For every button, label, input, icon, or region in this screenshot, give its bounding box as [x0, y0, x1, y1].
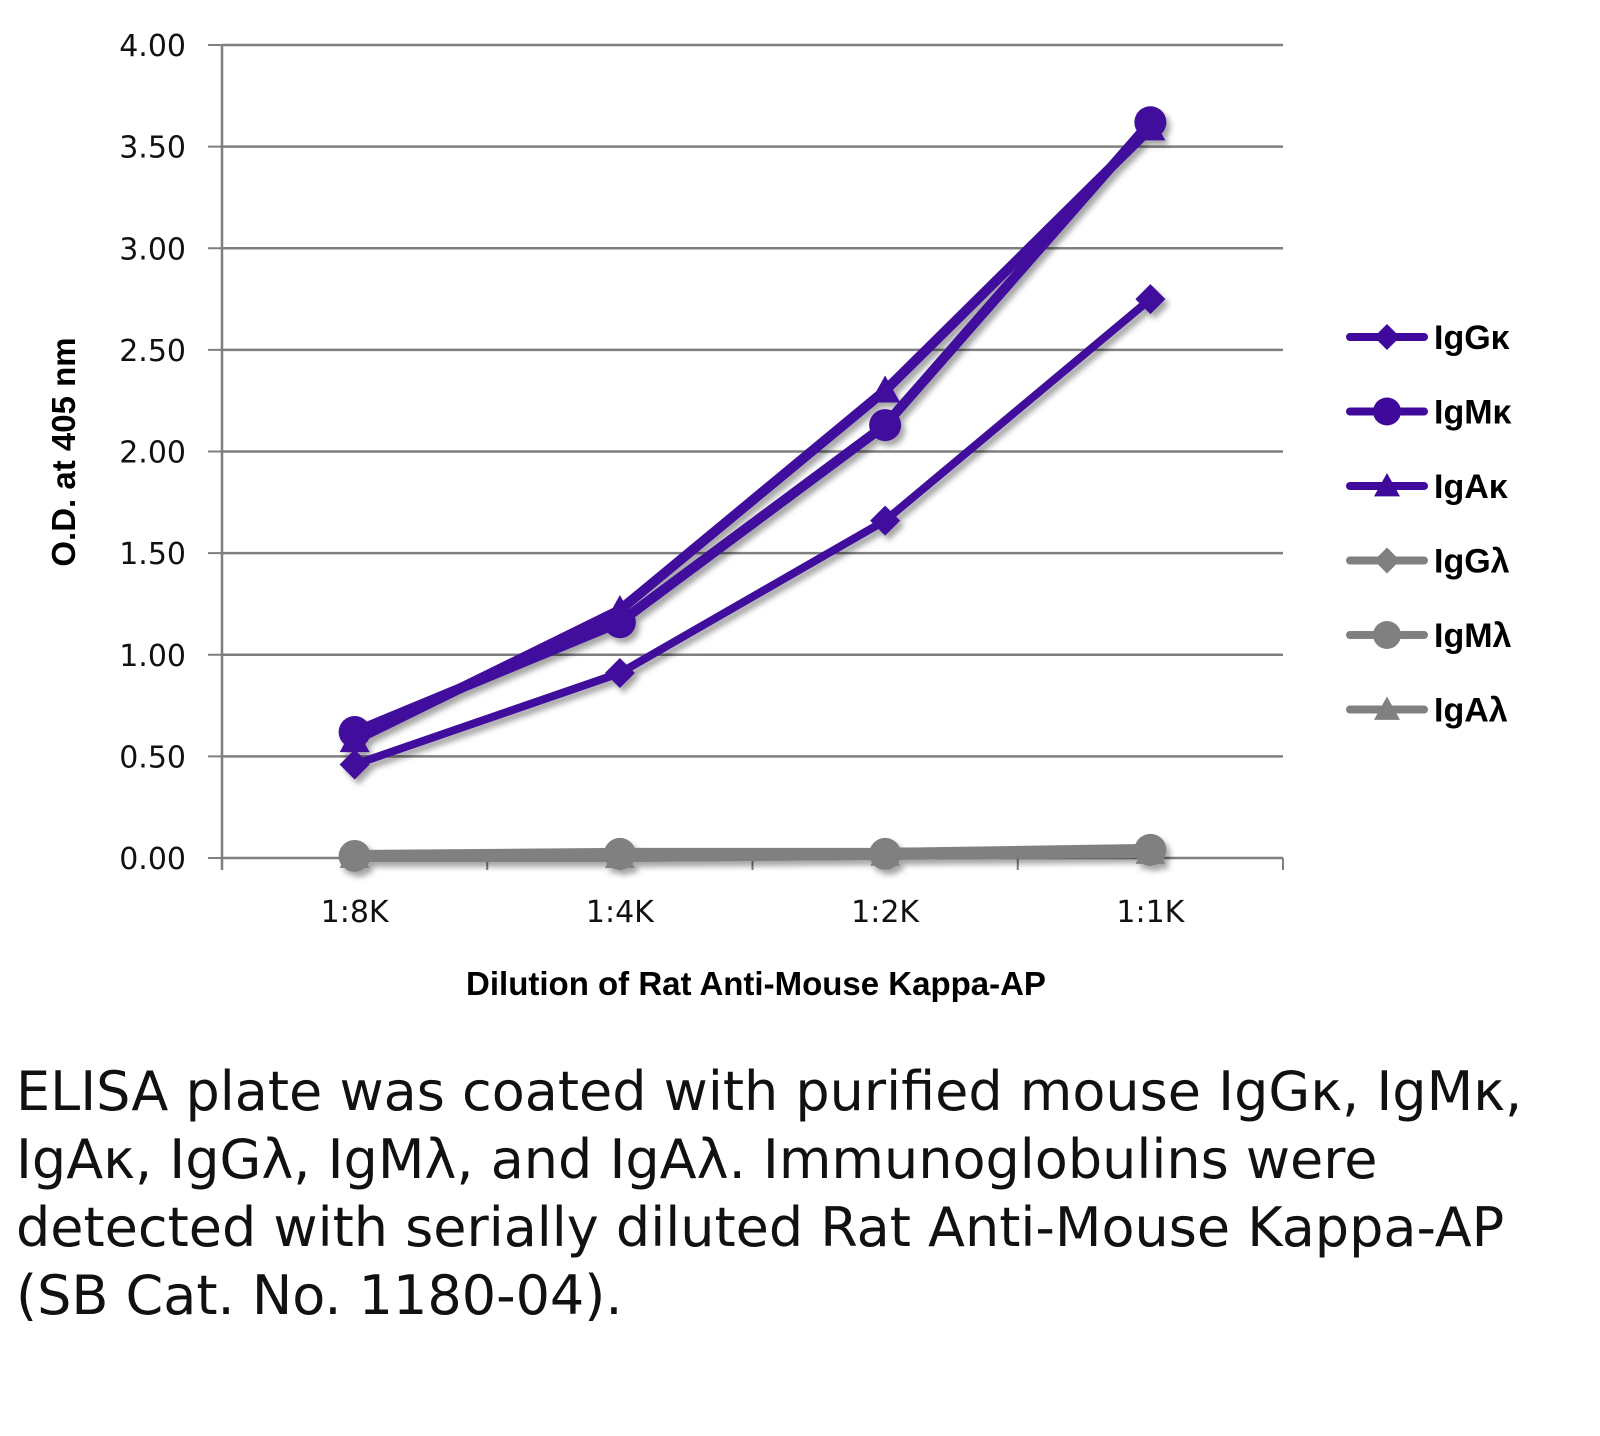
marker-triangle: [1135, 113, 1166, 141]
marker-triangle: [339, 840, 370, 868]
series-group: [338, 106, 1167, 872]
x-tick-label: 1:4K: [586, 895, 655, 930]
legend-item: IgMκ: [1346, 394, 1512, 432]
y-tick-label: 0.00: [119, 842, 186, 877]
y-tick-label: 0.50: [119, 740, 186, 775]
legend-label: IgMλ: [1434, 617, 1512, 655]
x-tick-label: 1:8K: [321, 895, 390, 930]
series-IgGκ: [339, 284, 1166, 780]
marker-circle: [1373, 397, 1401, 426]
marker-triangle: [604, 840, 635, 868]
y-tick-label: 3.50: [119, 131, 186, 166]
x-axis-title: Dilution of Rat Anti-Mouse Kappa-AP: [466, 965, 1046, 1002]
legend-item: IgMλ: [1346, 617, 1512, 655]
legend-item: IgGκ: [1346, 319, 1510, 357]
legend-label: IgAλ: [1434, 692, 1508, 730]
y-tick-labels: 0.00 0.50 1.00 1.50 2.00 2.50 3.00 3.50 4.00: [119, 29, 186, 877]
x-tick-labels: 1:8K 1:4K 1:2K 1:1K: [321, 895, 1186, 930]
legend-item: IgGλ: [1346, 543, 1510, 581]
y-axis-title: O.D. at 405 nm: [45, 337, 82, 566]
y-tick-label: 1.00: [119, 639, 186, 674]
series-line: [350, 295, 1155, 769]
marker-circle: [869, 409, 902, 442]
marker-triangle: [870, 838, 901, 866]
legend-item: IgAλ: [1346, 692, 1508, 730]
legend-item: IgAκ: [1346, 468, 1508, 506]
marker-triangle: [1135, 836, 1166, 864]
legend-label: IgGλ: [1434, 543, 1510, 581]
marker-diamond: [1374, 324, 1400, 350]
marker-triangle: [1374, 473, 1400, 497]
marker-diamond: [339, 749, 370, 780]
marker-diamond: [1374, 547, 1400, 574]
series-IgAκ: [339, 113, 1166, 753]
legend-label: IgAκ: [1434, 468, 1508, 506]
series-IgAλ: [339, 836, 1166, 868]
marker-triangle: [339, 725, 370, 753]
series-line: [349, 117, 1156, 737]
figure-caption: ELISA plate was coated with purified mou…: [16, 1060, 1523, 1327]
marker-triangle: [604, 595, 635, 623]
marker-diamond: [604, 658, 635, 689]
gridlines: [222, 43, 1283, 758]
marker-diamond: [1135, 284, 1166, 315]
y-tick-label: 2.00: [119, 436, 186, 471]
marker-diamond: [870, 505, 901, 536]
marker-triangle: [870, 375, 901, 403]
marker-circle: [1373, 621, 1401, 649]
legend: IgGκ IgMκ IgAκ IgGλ IgMλ IgAλ: [1346, 319, 1512, 730]
legend-label: IgMκ: [1434, 394, 1512, 432]
series-IgMκ: [338, 106, 1167, 748]
y-tick-label: 1.50: [119, 537, 186, 572]
y-tick-label: 2.50: [119, 334, 186, 369]
x-tick-label: 1:1K: [1116, 895, 1185, 930]
marker-triangle: [1374, 696, 1400, 720]
elisa-chart: 0.00 0.50 1.00 1.50 2.00 2.50 3.00 3.50 4.00 1:8…: [45, 29, 1512, 1002]
series-line: [349, 123, 1156, 746]
series-line: [348, 845, 1157, 862]
legend-label: IgGκ: [1434, 319, 1510, 357]
y-tick-label: 4.00: [119, 29, 186, 64]
x-tick-label: 1:2K: [851, 895, 920, 930]
y-tick-label: 3.00: [119, 232, 186, 267]
axes: [208, 44, 1284, 870]
